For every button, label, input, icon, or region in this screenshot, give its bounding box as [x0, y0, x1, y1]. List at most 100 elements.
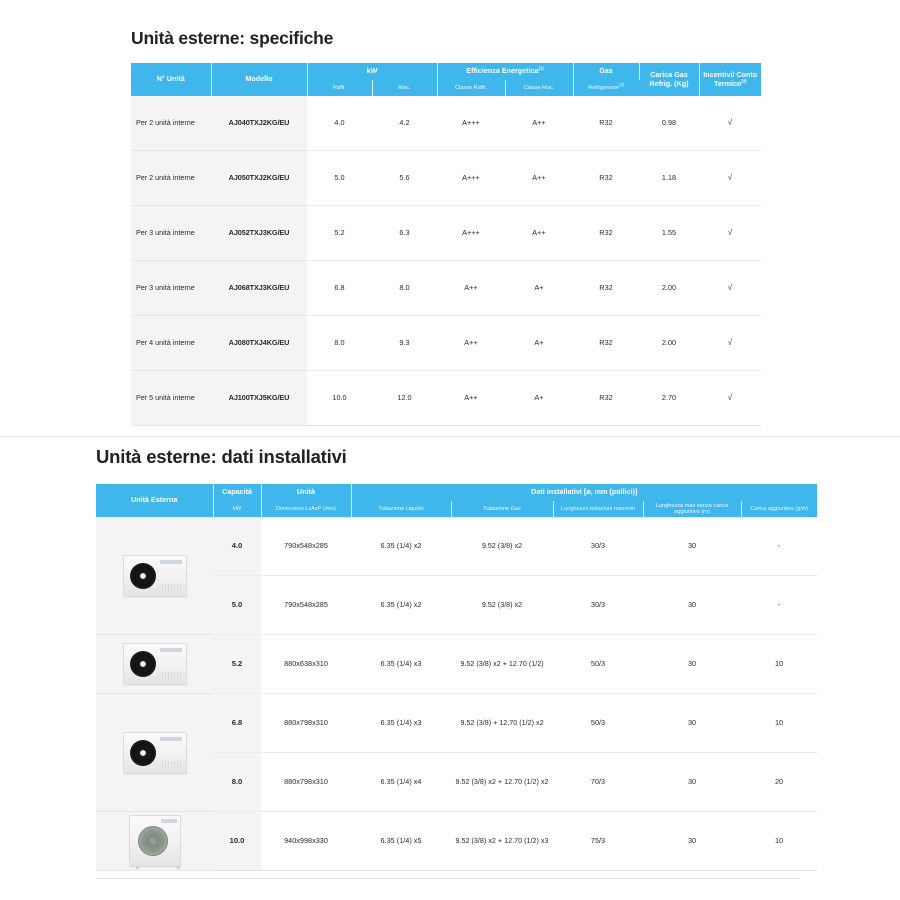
col-header-kw: kW [307, 63, 438, 80]
specifiche-table-header: N° Unità Modello kW Efficienza Energetic… [131, 63, 761, 96]
cell-classe-raff: A+++ [437, 150, 505, 206]
col-header-capacita-kw: kW [213, 501, 262, 517]
cell-carica-aggiuntiva: 10 [741, 634, 818, 694]
cell-gas: R32 [573, 260, 639, 316]
outdoor-unit-image-small [96, 517, 213, 635]
col-header-tubazione-gas: Tubazione Gas [451, 501, 554, 517]
page-title-specifiche: Unità esterne: specifiche [131, 28, 334, 48]
cell-tubazione-liquido: 6.35 (1/4) x3 [351, 693, 451, 753]
cell-carica: 0.98 [639, 96, 699, 151]
col-header-dimensioni: Dimensioni LxAxP (mm) [261, 501, 352, 517]
cell-dimensioni: 880x798x310 [261, 752, 351, 812]
cell-modello: AJ080TXJ4KG/EU [211, 315, 307, 371]
table-row: 5.0 790x548x285 6.35 (1/4) x2 9.52 (3/8)… [96, 575, 818, 635]
specifiche-table-body: Per 2 unità interne AJ040TXJ2KG/EU 4.0 4… [131, 96, 761, 426]
cell-carica: 1.55 [639, 205, 699, 261]
col-header-tubazione-liquido: Tubazione Liquido [351, 501, 452, 517]
cell-gas: R32 [573, 150, 639, 206]
cell-incentivi: √ [699, 370, 761, 426]
col-header-n-unita: N° Unità [131, 63, 212, 96]
cell-unita: Per 3 unità interne [131, 260, 211, 316]
cell-capacita: 8.0 [213, 752, 261, 812]
col-header-unita-esterna: Unità Esterna [96, 484, 214, 517]
table-row: 8.0 880x798x310 6.35 (1/4) x4 9.52 (3/8)… [96, 752, 818, 812]
col-header-incentivi: Incentivi/ Conto Termico(3) [699, 63, 761, 96]
cell-classe-risc: A++ [505, 96, 573, 151]
col-header-lunghezza-max: Lunghezza max senza carica aggiuntiva (m… [643, 501, 742, 517]
col-header-classe-raff: Classe Raffr. [437, 80, 506, 96]
cell-lunghezza-max: 30 [643, 693, 741, 753]
table-row: Per 4 unità interne AJ080TXJ4KG/EU 8.0 9… [131, 315, 761, 371]
cell-modello: AJ040TXJ2KG/EU [211, 96, 307, 151]
cell-classe-raff: A+++ [437, 96, 505, 151]
cell-dimensioni: 880x638x310 [261, 634, 351, 694]
cell-lunghezza-tubazioni: 30/3 [553, 575, 643, 635]
cell-lunghezza-tubazioni: 50/3 [553, 634, 643, 694]
cell-incentivi: √ [699, 96, 761, 151]
cell-carica: 2.00 [639, 260, 699, 316]
col-header-modello: Modello [211, 63, 308, 96]
cell-tubazione-liquido: 6.35 (1/4) x3 [351, 634, 451, 694]
cell-capacita: 5.2 [213, 634, 261, 694]
cell-classe-risc: A+ [505, 315, 573, 371]
table-row: Per 2 unità interne AJ040TXJ2KG/EU 4.0 4… [131, 96, 761, 151]
cell-classe-risc: A++ [505, 150, 573, 206]
col-header-lunghezza-tubazioni: Lunghezza tubazioni max/min [553, 501, 644, 517]
cell-carica-aggiuntiva: 10 [741, 811, 818, 871]
cell-capacita: 4.0 [213, 517, 261, 576]
cell-tubazione-gas: 9.52 (3/8) x2 [451, 575, 553, 635]
cell-carica: 2.00 [639, 315, 699, 371]
dati-installativi-table: Unità Esterna Capacità Unità Dati instal… [96, 484, 818, 871]
cell-unita: Per 5 unità interne [131, 370, 211, 426]
cell-lunghezza-max: 30 [643, 575, 741, 635]
cell-gas: R32 [573, 315, 639, 371]
cell-capacita: 6.8 [213, 693, 261, 753]
cell-unita: Per 2 unità interne [131, 96, 211, 151]
cell-raff: 5.2 [307, 205, 372, 261]
col-header-gas-sub-label: Refrigerante [588, 84, 620, 91]
cell-modello: AJ052TXJ3KG/EU [211, 205, 307, 261]
col-header-kw-raff: Raffr. [307, 80, 373, 96]
cell-tubazione-liquido: 6.35 (1/4) x4 [351, 752, 451, 812]
cell-classe-risc: A+ [505, 260, 573, 316]
col-header-incentivi-label: Incentivi/ Conto Termico [703, 70, 758, 88]
cell-risc: 4.2 [372, 96, 437, 151]
cell-unita: Per 3 unità interne [131, 205, 211, 261]
cell-carica-aggiuntiva: 20 [741, 752, 818, 812]
col-header-efficienza: Efficienza Energetica(1) [437, 63, 574, 80]
cell-tubazione-gas: 9.52 (3/8) x2 [451, 517, 553, 576]
cell-risc: 5.6 [372, 150, 437, 206]
section-divider [0, 436, 900, 437]
table-row: Per 5 unità interne AJ100TXJ5KG/EU 10.0 … [131, 370, 761, 426]
col-header-carica-gas: Carica Gas Refrig. (Kg) [639, 63, 700, 96]
cell-classe-raff: A++ [437, 260, 505, 316]
cell-raff: 6.8 [307, 260, 372, 316]
cell-gas: R32 [573, 205, 639, 261]
dati-installativi-table-body: 4.0 790x548x285 6.35 (1/4) x2 9.52 (3/8)… [96, 517, 818, 871]
cell-risc: 12.0 [372, 370, 437, 426]
page-title-dati-installativi: Unità esterne: dati installativi [96, 446, 347, 467]
table-row: Per 2 unità interne AJ050TXJ2KG/EU 5.0 5… [131, 150, 761, 206]
col-header-kw-risc: Risc. [372, 80, 438, 96]
outdoor-unit-image-medium [96, 634, 213, 694]
cell-gas: R32 [573, 96, 639, 151]
cell-carica: 1.18 [639, 150, 699, 206]
cell-lunghezza-max: 30 [643, 634, 741, 694]
cell-tubazione-gas: 9.52 (3/8) x2 + 12.70 (1/2) x3 [451, 811, 553, 871]
footer-divider [96, 878, 800, 879]
table-row: Per 3 unità interne AJ068TXJ3KG/EU 6.8 8… [131, 260, 761, 316]
cell-raff: 8.0 [307, 315, 372, 371]
footnote-marker-3: (3) [741, 78, 747, 84]
cell-incentivi: √ [699, 150, 761, 206]
section-dati-installativi: Unità esterne: dati installativi Unità E… [96, 446, 818, 871]
cell-lunghezza-tubazioni: 50/3 [553, 693, 643, 753]
cell-tubazione-gas: 9.52 (3/8) x2 + 12.70 (1/2) x2 [451, 752, 553, 812]
cell-capacita: 10.0 [213, 811, 261, 871]
cell-classe-raff: A+++ [437, 205, 505, 261]
dati-installativi-table-header: Unità Esterna Capacità Unità Dati instal… [96, 484, 818, 517]
col-header-carica-aggiuntiva: Carica aggiuntiva (g/m) [741, 501, 818, 517]
cell-risc: 6.3 [372, 205, 437, 261]
col-header-classe-risc: Classe Risc. [505, 80, 574, 96]
cell-lunghezza-tubazioni: 75/3 [553, 811, 643, 871]
cell-lunghezza-max: 30 [643, 811, 741, 871]
